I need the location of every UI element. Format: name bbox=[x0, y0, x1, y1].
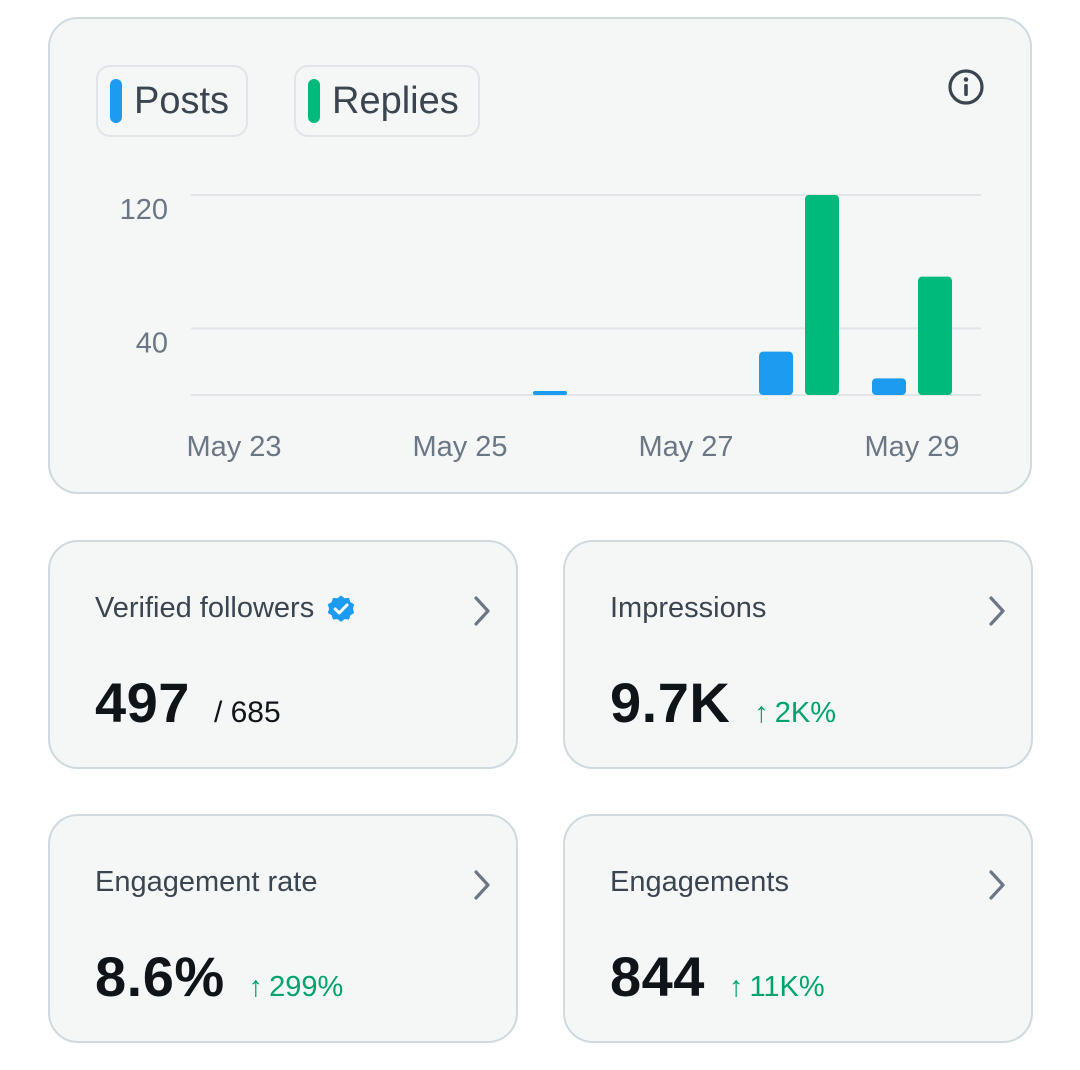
legend-posts-toggle[interactable]: Posts bbox=[96, 65, 248, 137]
impressions-change-value: 2K% bbox=[774, 697, 837, 729]
info-icon[interactable] bbox=[946, 67, 986, 107]
engagement-rate-title: Engagement rate bbox=[95, 866, 318, 898]
replies-bar[interactable] bbox=[805, 195, 839, 395]
chevron-right-icon[interactable] bbox=[985, 594, 1009, 628]
x-tick-label: May 27 bbox=[638, 431, 733, 463]
x-tick-label: May 23 bbox=[186, 431, 281, 463]
engagements-title: Engagements bbox=[610, 866, 789, 898]
posts-bar[interactable] bbox=[872, 378, 906, 395]
verified-followers-title: Verified followers bbox=[95, 592, 315, 624]
chevron-right-icon[interactable] bbox=[985, 868, 1009, 902]
verified-badge-icon bbox=[328, 595, 355, 622]
activity-chart: 120 40 May 23 May 25 May 27 May 29 bbox=[120, 194, 981, 463]
engagements-value: 844 bbox=[610, 945, 705, 1008]
engagements-change: ↑ 11K% bbox=[729, 971, 825, 1004]
engagement-rate-value: 8.6% bbox=[95, 945, 225, 1008]
posts-bar[interactable] bbox=[759, 351, 793, 395]
arrow-up-icon: ↑ bbox=[248, 971, 264, 1003]
verified-followers-card[interactable]: Verified followers 497 / 685 bbox=[48, 540, 518, 769]
posts-bar[interactable] bbox=[533, 391, 567, 395]
arrow-up-icon: ↑ bbox=[754, 697, 769, 729]
engagement-rate-values: 8.6% ↑ 299% bbox=[95, 944, 343, 1009]
total-followers-value: / 685 bbox=[213, 696, 281, 729]
engagements-change-value: 11K% bbox=[749, 971, 825, 1003]
chevron-right-icon[interactable] bbox=[470, 594, 494, 628]
x-tick-label: May 29 bbox=[864, 431, 959, 463]
impressions-card[interactable]: Impressions 9.7K ↑ 2K% bbox=[563, 540, 1033, 769]
verified-followers-value: 497 bbox=[95, 671, 190, 734]
legend-posts-label: Posts bbox=[134, 79, 230, 122]
activity-chart-card: 120 40 May 23 May 25 May 27 May 29 Posts Repl… bbox=[48, 17, 1032, 494]
impressions-change: ↑ 2K% bbox=[754, 697, 836, 730]
impressions-values: 9.7K ↑ 2K% bbox=[610, 670, 836, 735]
legend-replies-label: Replies bbox=[332, 79, 459, 122]
posts-color-swatch bbox=[110, 79, 122, 123]
engagement-rate-change: ↑ 299% bbox=[249, 971, 344, 1004]
engagement-rate-card[interactable]: Engagement rate 8.6% ↑ 299% bbox=[48, 814, 518, 1043]
engagements-card[interactable]: Engagements 844 ↑ 11K% bbox=[563, 814, 1033, 1043]
chevron-right-icon[interactable] bbox=[470, 868, 494, 902]
replies-color-swatch bbox=[308, 79, 320, 123]
legend-replies-toggle[interactable]: Replies bbox=[294, 65, 480, 137]
engagements-values: 844 ↑ 11K% bbox=[610, 944, 825, 1009]
replies-bar[interactable] bbox=[918, 276, 952, 395]
verified-followers-values: 497 / 685 bbox=[95, 670, 281, 735]
arrow-up-icon: ↑ bbox=[728, 971, 744, 1003]
impressions-value: 9.7K bbox=[610, 671, 731, 734]
impressions-title: Impressions bbox=[610, 592, 767, 624]
y-tick-label: 120 bbox=[120, 194, 168, 226]
y-tick-label: 40 bbox=[136, 327, 168, 359]
verified-followers-title-row: Verified followers bbox=[95, 592, 356, 625]
x-tick-label: May 25 bbox=[412, 431, 507, 463]
engagement-rate-change-value: 299% bbox=[269, 971, 344, 1003]
